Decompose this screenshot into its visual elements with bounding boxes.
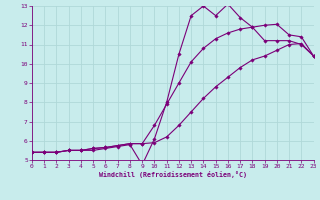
X-axis label: Windchill (Refroidissement éolien,°C): Windchill (Refroidissement éolien,°C) — [99, 171, 247, 178]
